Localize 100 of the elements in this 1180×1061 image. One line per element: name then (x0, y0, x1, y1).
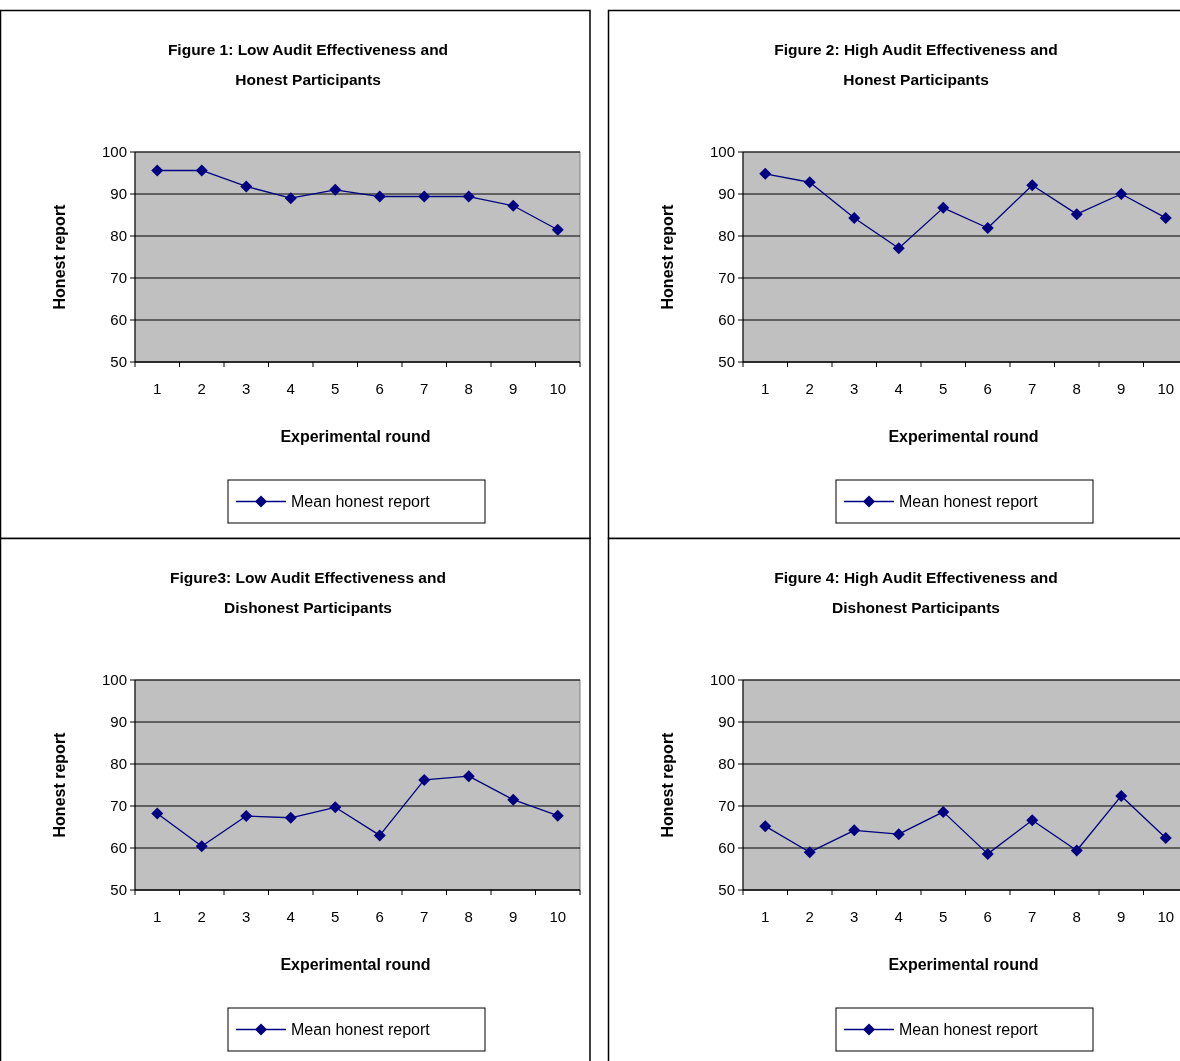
point (981, 847, 994, 860)
y-tick-label: 70 (718, 797, 735, 815)
point (551, 809, 564, 822)
point (1070, 208, 1083, 221)
y-tick-label: 80 (110, 227, 127, 245)
x-axis-title: Experimental round (280, 428, 431, 445)
point (1115, 188, 1128, 200)
y-axis-title: Honest report (51, 203, 68, 310)
y-tick-label: 80 (110, 755, 127, 773)
chart-title: Figure 4: High Audit Effectiveness and Dishonest Participants (774, 569, 1058, 616)
chart-title: Figure 2: High Audit Effectiveness and Honest Participants (774, 41, 1058, 88)
point (284, 192, 297, 205)
x-tick-label: 9 (509, 380, 518, 397)
x-tick-label: 7 (1028, 908, 1037, 925)
x-tick-label: 5 (939, 908, 948, 925)
y-axis-title: Honest report (659, 203, 676, 310)
x-tick-label: 6 (375, 908, 384, 925)
point (937, 805, 950, 818)
y-tick-label: 50 (110, 353, 127, 371)
point (418, 773, 431, 786)
y-tick-label: 90 (718, 713, 735, 731)
x-tick-label: 4 (894, 380, 903, 397)
chart-title: Figure3: Low Audit Effectiveness and Dishonest Participants (170, 569, 446, 616)
x-tick-label: 7 (1028, 380, 1037, 397)
point (803, 846, 816, 859)
y-tick-label: 80 (718, 755, 735, 773)
x-tick-label: 2 (197, 908, 206, 925)
point (329, 801, 342, 814)
point (373, 829, 386, 842)
x-tick-label: 6 (983, 380, 992, 397)
x-tick-label: 9 (509, 908, 518, 925)
x-tick-label: 1 (761, 380, 770, 397)
x-tick-label: 10 (1157, 908, 1175, 925)
point (329, 183, 342, 196)
point (240, 180, 253, 193)
y-tick-label: 60 (718, 839, 735, 857)
x-tick-label: 2 (805, 380, 814, 397)
x-tick-label: 9 (1117, 908, 1126, 925)
point (195, 840, 208, 853)
point (507, 199, 520, 212)
point (418, 190, 431, 203)
point (937, 201, 950, 214)
x-tick-label: 10 (549, 908, 567, 925)
point (507, 793, 520, 806)
x-tick-label: 7 (420, 908, 429, 925)
x-tick-label: 10 (1157, 380, 1175, 397)
point (1070, 844, 1083, 857)
x-tick-label: 5 (331, 908, 340, 925)
point (1159, 211, 1172, 224)
x-tick-label: 1 (153, 908, 162, 925)
legend-label: Mean honest report (291, 1021, 431, 1039)
x-tick-label: 4 (894, 908, 903, 925)
x-tick-label: 1 (761, 908, 770, 925)
point (1115, 789, 1128, 802)
x-tick-label: 7 (420, 380, 429, 397)
x-tick-label: 3 (242, 380, 251, 397)
point (848, 211, 861, 224)
y-tick-label: 70 (110, 269, 127, 287)
x-tick-label: 1 (153, 380, 162, 397)
point (759, 167, 772, 180)
x-tick-label: 2 (197, 380, 206, 397)
point (892, 242, 905, 255)
point (981, 222, 994, 235)
x-tick-label: 8 (1072, 908, 1081, 925)
y-tick-label: 70 (110, 797, 127, 815)
x-tick-label: 3 (850, 380, 859, 397)
y-tick-label: 100 (101, 671, 127, 689)
x-tick-label: 8 (1072, 380, 1081, 397)
x-tick-label: 5 (331, 380, 340, 397)
point (195, 164, 208, 177)
point (848, 824, 861, 837)
x-axis-title: Experimental round (888, 956, 1039, 973)
chart-title: Figure 1: Low Audit Effectiveness and Honest Participants (167, 41, 449, 88)
x-axis-title: Experimental round (280, 956, 431, 973)
x-tick-label: 6 (983, 908, 992, 925)
y-tick-label: 90 (110, 185, 127, 203)
y-tick-label: 60 (110, 311, 127, 329)
x-tick-label: 8 (464, 908, 473, 925)
y-tick-label: 80 (718, 227, 735, 245)
point (1026, 814, 1039, 827)
legend-label: Mean honest report (899, 1021, 1039, 1039)
y-tick-label: 60 (110, 839, 127, 857)
y-tick-label: 50 (110, 881, 127, 899)
y-axis-title: Honest report (51, 731, 68, 838)
point (373, 190, 386, 203)
point (462, 190, 475, 203)
x-tick-label: 8 (464, 380, 473, 397)
y-tick-label: 50 (718, 881, 735, 899)
x-tick-label: 4 (286, 380, 295, 397)
point (892, 828, 905, 841)
point (151, 807, 164, 820)
point (462, 770, 475, 783)
point (1159, 831, 1172, 844)
y-tick-label: 90 (718, 185, 735, 203)
y-tick-label: 50 (718, 353, 735, 371)
x-axis-title: Experimental round (888, 428, 1039, 445)
y-tick-label: 100 (709, 143, 735, 161)
x-tick-label: 9 (1117, 380, 1126, 397)
y-tick-label: 90 (110, 713, 127, 731)
x-tick-label: 6 (375, 380, 384, 397)
